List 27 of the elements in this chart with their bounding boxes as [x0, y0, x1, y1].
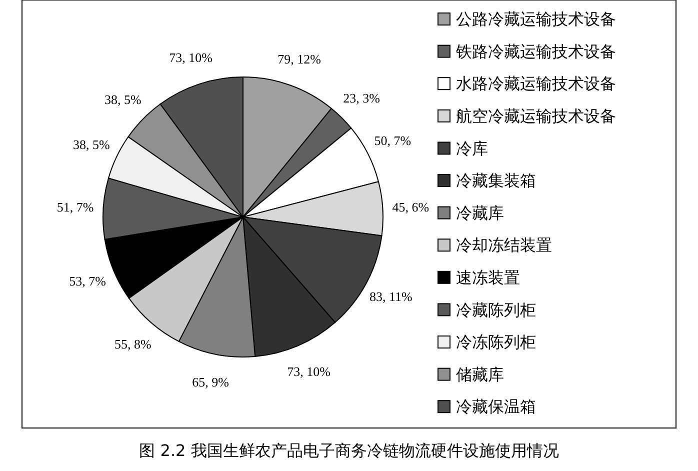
- data-label: 79, 12%: [278, 51, 322, 66]
- legend-label: 冷藏陈列柜: [456, 301, 536, 320]
- legend-label: 冷藏保温箱: [456, 398, 536, 416]
- data-label: 73, 10%: [169, 50, 213, 65]
- data-label: 53, 7%: [69, 273, 106, 288]
- legend-label: 冷冻陈列柜: [456, 334, 536, 352]
- legend-label: 速冻装置: [456, 269, 520, 287]
- legend-label: 航空冷藏运输技术设备: [456, 108, 616, 126]
- data-label: 55, 8%: [114, 336, 152, 352]
- data-label: 38, 5%: [104, 92, 142, 108]
- data-label: 83, 11%: [370, 289, 413, 304]
- legend-label: 冷藏集装箱: [456, 172, 536, 190]
- legend-label: 公路冷藏运输技术设备: [456, 10, 616, 29]
- data-label: 51, 7%: [56, 199, 94, 214]
- data-label: 23, 3%: [343, 90, 380, 106]
- legend-label: 冷却冻结装置: [456, 236, 552, 255]
- legend-label: 水路冷藏运输技术设备: [456, 75, 616, 94]
- legend-label: 冷库: [456, 140, 488, 158]
- text: 图 2.2 我国生鲜农产品电子商务冷链物流硬件设施使用情况: [139, 441, 559, 460]
- data-label: 73, 10%: [287, 364, 331, 380]
- legend-label: 冷藏库: [456, 204, 504, 222]
- data-label: 50, 7%: [374, 133, 412, 148]
- data-label: 65, 9%: [192, 374, 230, 390]
- legend-label: 储藏库: [456, 366, 504, 384]
- data-label: 38, 5%: [72, 137, 110, 152]
- legend-label: 铁路冷藏运输技术设备: [455, 42, 616, 61]
- data-label: 45, 6%: [392, 199, 430, 214]
